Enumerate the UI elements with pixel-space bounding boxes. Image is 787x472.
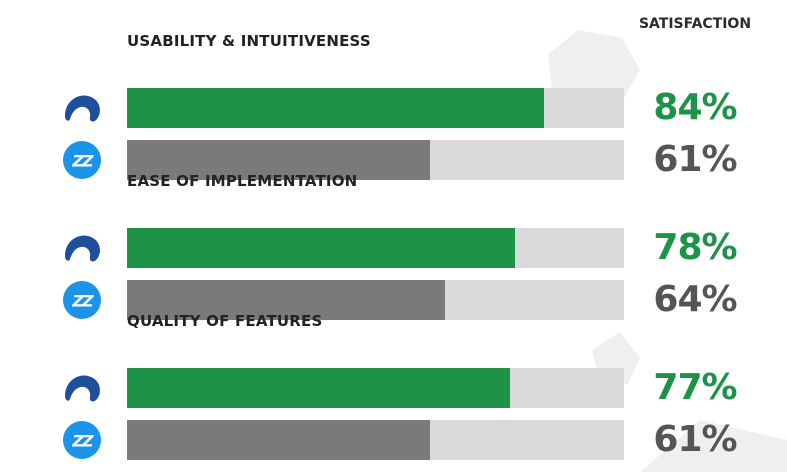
svg-text:ZZ: ZZ xyxy=(71,432,94,451)
bar xyxy=(127,420,431,460)
wave-logo-icon xyxy=(60,228,104,268)
bar-track xyxy=(127,420,624,460)
bar-track xyxy=(127,368,624,408)
wave-logo-icon xyxy=(60,88,104,128)
data-label: 78% xyxy=(653,227,737,268)
category-label: EASE OF IMPLEMENTATION xyxy=(127,172,358,190)
svg-text:ZZ: ZZ xyxy=(71,152,94,171)
bar xyxy=(127,228,515,268)
bar xyxy=(127,280,446,320)
bar xyxy=(127,140,431,180)
category-label: QUALITY OF FEATURES xyxy=(127,312,323,330)
zz-logo-icon: ZZ xyxy=(60,140,104,180)
bar xyxy=(127,88,545,128)
category-label: USABILITY & INTUITIVENESS xyxy=(127,32,371,50)
data-label: 77% xyxy=(653,367,737,408)
satisfaction-header: SATISFACTION xyxy=(638,16,752,32)
bar-track xyxy=(127,228,624,268)
bar-track xyxy=(127,88,624,128)
data-label: 84% xyxy=(653,87,737,128)
bar xyxy=(127,368,510,408)
data-label: 61% xyxy=(653,139,737,180)
wave-logo-icon xyxy=(60,368,104,408)
svg-text:ZZ: ZZ xyxy=(71,292,94,311)
bar-track xyxy=(127,280,624,320)
zz-logo-icon: ZZ xyxy=(60,280,104,320)
data-label: 61% xyxy=(653,419,737,460)
bar-track xyxy=(127,140,624,180)
data-label: 64% xyxy=(653,279,737,320)
zz-logo-icon: ZZ xyxy=(60,420,104,460)
